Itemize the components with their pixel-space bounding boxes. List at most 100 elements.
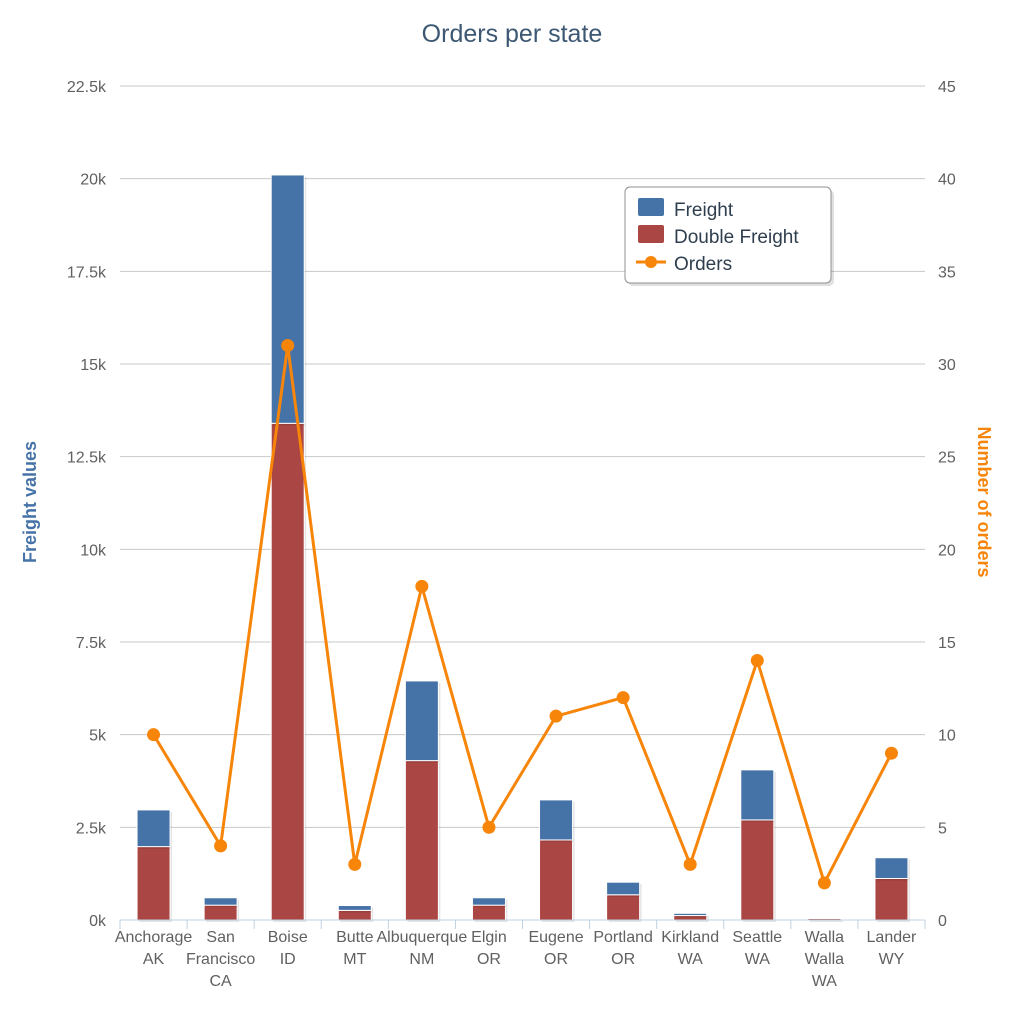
category-label: Anchorage AK (115, 929, 192, 968)
orders-point[interactable] (415, 579, 429, 593)
gridlines (120, 85, 925, 828)
legend-label-double-freight[interactable]: Double Freight (674, 227, 799, 248)
right-tick-label: 5 (938, 820, 947, 837)
right-tick-label: 20 (938, 542, 956, 559)
bar-double-freight[interactable] (740, 819, 775, 921)
orders-point[interactable] (549, 709, 563, 723)
right-tick-label: 30 (938, 357, 956, 374)
bar-freight[interactable] (740, 769, 775, 821)
left-tick-label: 7.5k (76, 635, 107, 652)
category-label-line: Walla (805, 929, 845, 946)
left-tick-label: 0k (89, 913, 107, 930)
bar-freight[interactable] (539, 799, 574, 841)
bar-freight[interactable] (337, 905, 372, 911)
category-label-line: Francisco (186, 951, 255, 968)
orders-point[interactable] (750, 654, 764, 668)
bar-double-freight[interactable] (270, 422, 305, 921)
right-tick-label: 35 (938, 264, 956, 281)
bar-double-freight[interactable] (136, 846, 171, 921)
legend: Freight Double Freight Orders (624, 186, 834, 286)
orders-point[interactable] (884, 746, 898, 760)
category-label-line: Anchorage (115, 929, 192, 946)
category-label-line: Kirkland (661, 929, 719, 946)
category-label-line: San (206, 929, 234, 946)
orders-point[interactable] (683, 857, 697, 871)
right-tick-label: 10 (938, 728, 956, 745)
bar-freight[interactable] (673, 912, 708, 917)
orders-point[interactable] (817, 876, 831, 890)
orders-point[interactable] (482, 820, 496, 834)
category-label-line: Boise (268, 929, 308, 946)
bar-double-freight[interactable] (874, 877, 909, 921)
legend-swatch-freight (638, 198, 664, 216)
legend-box (624, 186, 832, 284)
bar-freight[interactable] (807, 917, 842, 920)
legend-swatch-double-freight (638, 225, 664, 243)
category-label-line: Butte (336, 929, 373, 946)
left-tick-label: 22.5k (67, 79, 107, 96)
category-label-line: Walla (805, 951, 845, 968)
right-axis-ticks: 0 5 10 15 20 25 30 35 40 45 (938, 79, 956, 930)
category-label-line: WA (678, 951, 704, 968)
category-label-line: Elgin (471, 929, 507, 946)
left-tick-label: 5k (89, 728, 107, 745)
left-tick-label: 20k (80, 172, 107, 189)
category-label-line: WA (812, 973, 838, 990)
bar-double-freight[interactable] (404, 760, 439, 921)
orders-line-series (147, 338, 898, 890)
bar-shadow (809, 920, 843, 922)
left-axis-ticks: 0k 2.5k 5k 7.5k 10k 12.5k 15k 17.5k 20k 22.5k (67, 79, 107, 930)
category-label-line: Eugene (528, 929, 583, 946)
x-axis: Anchorage AK San Francisco CA Boise ID Butte MT A… (115, 919, 926, 990)
bar-double-freight[interactable] (539, 839, 574, 921)
category-label-line: WY (879, 951, 905, 968)
orders-point[interactable] (616, 691, 630, 705)
category-label: San Francisco CA (186, 929, 255, 990)
bar-double-freight[interactable] (203, 904, 238, 921)
bar-freight[interactable] (471, 897, 506, 906)
category-label: Portland OR (593, 929, 653, 968)
orders-point[interactable] (147, 728, 161, 742)
right-tick-label: 45 (938, 79, 956, 96)
orders-line (152, 343, 893, 885)
chart-title: Orders per state (422, 20, 603, 48)
orders-point[interactable] (281, 338, 295, 352)
category-label-line: Portland (593, 929, 653, 946)
category-label-line: ID (280, 951, 296, 968)
category-label: Albuquerque NM (377, 929, 468, 968)
right-tick-label: 25 (938, 450, 956, 467)
category-label-line: OR (611, 951, 635, 968)
left-tick-label: 17.5k (67, 264, 107, 281)
category-label: Kirkland WA (661, 929, 719, 968)
legend-label-freight[interactable]: Freight (674, 200, 734, 221)
bar-freight[interactable] (874, 857, 909, 879)
bar-freight[interactable] (136, 809, 171, 848)
category-label: Butte MT (336, 929, 373, 968)
category-label-line: CA (210, 973, 233, 990)
category-label: Lander WY (867, 929, 917, 968)
left-tick-label: 2.5k (76, 820, 107, 837)
category-label-line: WA (745, 951, 771, 968)
orders-point[interactable] (214, 839, 228, 853)
left-axis-title: Freight values (20, 441, 40, 563)
bar-double-freight[interactable] (471, 904, 506, 921)
orders-point[interactable] (348, 857, 362, 871)
right-tick-label: 15 (938, 635, 956, 652)
legend-label-orders[interactable]: Orders (674, 254, 732, 275)
right-tick-label: 40 (938, 172, 956, 189)
left-tick-label: 12.5k (67, 450, 107, 467)
category-label: Seattle WA (732, 929, 782, 968)
bar-freight[interactable] (606, 881, 641, 896)
bar-freight[interactable] (404, 680, 439, 762)
category-label-line: NM (409, 951, 434, 968)
category-label-line: Lander (867, 929, 917, 946)
bar-series (136, 174, 910, 922)
category-label: Boise ID (268, 929, 308, 968)
bar-shadow (675, 915, 709, 918)
bar-freight[interactable] (270, 174, 305, 424)
category-label-line: OR (544, 951, 568, 968)
left-tick-label: 15k (80, 357, 107, 374)
bar-double-freight[interactable] (606, 894, 641, 921)
bar-freight[interactable] (203, 897, 238, 906)
